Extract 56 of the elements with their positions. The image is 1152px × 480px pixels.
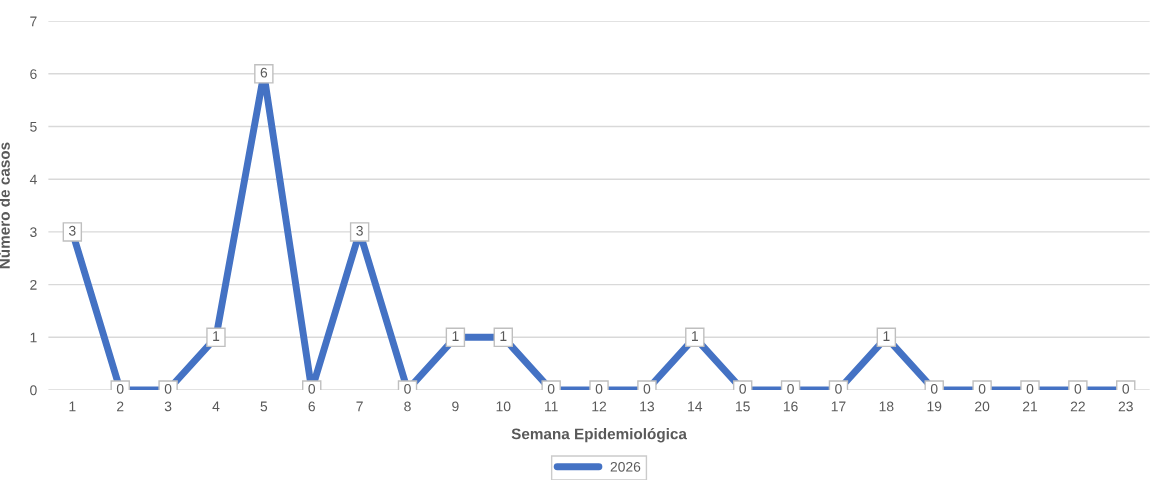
- x-tick-label: 2: [117, 401, 124, 412]
- data-label: 0: [739, 383, 747, 394]
- y-tick-label: 3: [30, 227, 37, 238]
- data-label: 0: [547, 383, 555, 394]
- x-tick-label: 16: [783, 401, 798, 412]
- data-label: 1: [213, 331, 220, 341]
- y-tick-label: 0: [30, 385, 37, 396]
- data-label: 0: [1026, 383, 1034, 394]
- y-tick-label: 5: [30, 121, 37, 132]
- x-tick-label: 8: [404, 401, 411, 412]
- x-tick-label: 20: [975, 401, 990, 412]
- x-tick-label: 14: [688, 401, 703, 412]
- x-tick-label: 13: [640, 401, 655, 412]
- x-tick-label: 23: [1118, 401, 1133, 412]
- data-label: 3: [356, 225, 363, 236]
- x-tick-label: 22: [1070, 401, 1085, 412]
- data-label: 0: [164, 383, 172, 394]
- x-tick-label: 1: [69, 401, 76, 412]
- x-tick-label: 11: [545, 401, 558, 412]
- data-label: 1: [500, 331, 507, 341]
- x-tick-label: 6: [308, 401, 315, 412]
- data-label: 6: [260, 67, 268, 78]
- x-tick-label: 4: [212, 401, 220, 412]
- x-tick-label: 7: [356, 401, 363, 412]
- x-tick-label: 9: [452, 401, 459, 412]
- data-label: 1: [452, 331, 459, 341]
- legend-label: 2026: [610, 461, 641, 472]
- data-label: 0: [1122, 383, 1130, 394]
- x-axis-title: Semana Epidemiológica: [511, 427, 688, 443]
- x-tick-label: 18: [879, 401, 894, 412]
- x-tick-label: 10: [496, 401, 511, 412]
- x-tick-label: 21: [1022, 401, 1038, 412]
- data-label: 0: [595, 383, 603, 394]
- x-tick-label: 3: [164, 401, 172, 412]
- data-label: 1: [883, 331, 890, 341]
- data-label: 0: [116, 383, 124, 394]
- data-label: 0: [643, 383, 651, 394]
- data-label: 0: [1074, 383, 1082, 394]
- data-label: 0: [978, 383, 986, 394]
- y-tick-label: 1: [30, 332, 37, 343]
- y-tick-label: 4: [29, 174, 37, 185]
- data-label: 1: [692, 331, 698, 341]
- data-label: 0: [308, 383, 316, 394]
- y-tick-label: 2: [30, 279, 37, 290]
- y-tick-label: 6: [30, 69, 37, 79]
- data-label: 0: [404, 383, 411, 394]
- y-tick-label: 7: [30, 16, 37, 27]
- data-label: 0: [787, 383, 794, 394]
- data-label: 0: [930, 383, 938, 394]
- data-label: 3: [68, 225, 76, 236]
- x-tick-label: 12: [592, 401, 607, 412]
- x-tick-label: 17: [831, 401, 846, 412]
- x-tick-label: 15: [736, 401, 750, 412]
- x-tick-label: 19: [927, 401, 942, 412]
- x-tick-label: 5: [260, 401, 268, 412]
- data-label: 0: [835, 383, 842, 394]
